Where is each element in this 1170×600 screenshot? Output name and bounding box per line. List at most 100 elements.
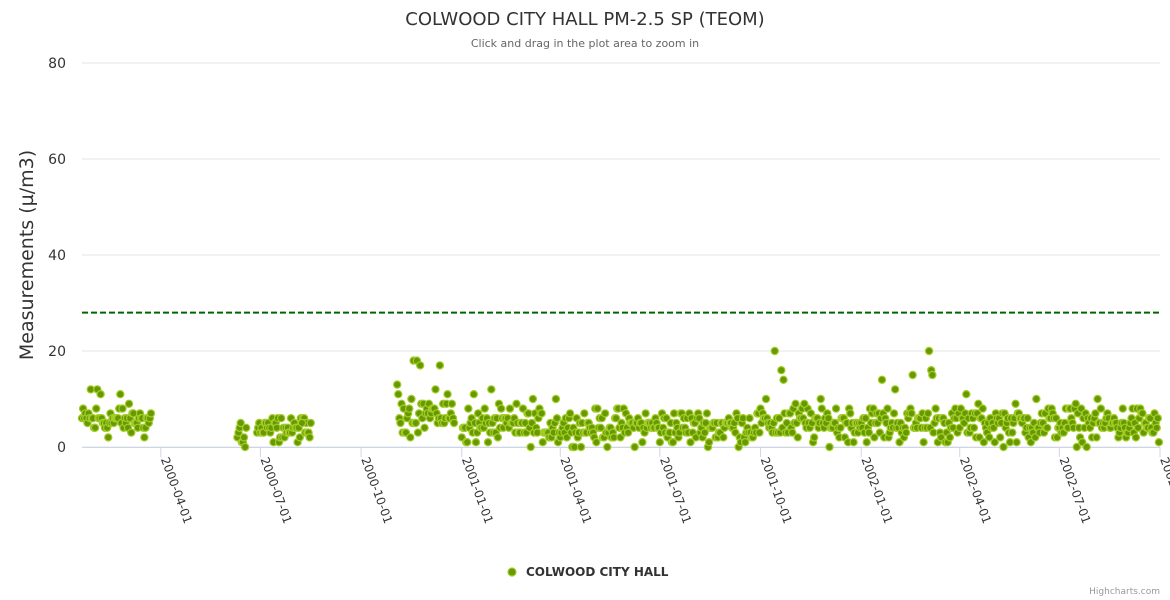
data-point[interactable] xyxy=(1071,399,1080,408)
data-point[interactable] xyxy=(96,390,105,399)
data-point[interactable] xyxy=(394,390,403,399)
data-point[interactable] xyxy=(755,428,764,437)
data-point[interactable] xyxy=(576,442,586,452)
data-point[interactable] xyxy=(836,423,845,432)
data-point[interactable] xyxy=(512,399,521,408)
data-point[interactable] xyxy=(471,438,481,447)
data-point[interactable] xyxy=(741,438,750,447)
data-point[interactable] xyxy=(924,346,934,356)
data-point[interactable] xyxy=(611,414,621,423)
data-point[interactable] xyxy=(928,370,937,380)
series-colwood-city-hall[interactable] xyxy=(77,346,1164,452)
data-point[interactable] xyxy=(1043,423,1052,432)
data-point[interactable] xyxy=(686,438,695,447)
legend-marker-icon[interactable] xyxy=(507,567,517,577)
data-point[interactable] xyxy=(623,428,633,437)
data-point[interactable] xyxy=(809,433,819,442)
data-point[interactable] xyxy=(1092,433,1101,442)
data-point[interactable] xyxy=(104,433,113,442)
data-point[interactable] xyxy=(239,433,249,442)
data-point[interactable] xyxy=(877,375,887,384)
data-point[interactable] xyxy=(791,399,800,408)
data-point[interactable] xyxy=(483,438,493,447)
data-point[interactable] xyxy=(919,438,928,447)
data-point[interactable] xyxy=(788,428,797,437)
data-point[interactable] xyxy=(415,361,425,370)
data-point[interactable] xyxy=(825,442,834,452)
data-point[interactable] xyxy=(241,423,251,432)
data-point[interactable] xyxy=(580,409,589,418)
data-point[interactable] xyxy=(630,442,639,452)
data-point[interactable] xyxy=(1011,399,1020,408)
data-point[interactable] xyxy=(1091,409,1100,418)
data-point[interactable] xyxy=(236,418,245,428)
data-point[interactable] xyxy=(849,438,858,447)
data-point[interactable] xyxy=(761,394,771,404)
data-point[interactable] xyxy=(999,442,1008,452)
data-point[interactable] xyxy=(526,442,535,452)
data-point[interactable] xyxy=(592,438,601,447)
data-point[interactable] xyxy=(719,433,728,442)
data-point[interactable] xyxy=(596,423,605,432)
data-point[interactable] xyxy=(638,438,647,447)
data-point[interactable] xyxy=(641,409,650,418)
data-point[interactable] xyxy=(487,385,496,394)
data-point[interactable] xyxy=(493,433,503,442)
data-point[interactable] xyxy=(443,390,452,399)
data-point[interactable] xyxy=(931,404,940,413)
data-point[interactable] xyxy=(985,433,994,442)
data-point[interactable] xyxy=(824,414,833,423)
data-point[interactable] xyxy=(1023,414,1032,423)
data-point[interactable] xyxy=(700,428,709,437)
data-point[interactable] xyxy=(862,438,871,447)
data-point[interactable] xyxy=(603,442,612,452)
data-point[interactable] xyxy=(496,404,506,413)
data-point[interactable] xyxy=(1138,409,1147,418)
data-point[interactable] xyxy=(816,394,825,404)
data-point[interactable] xyxy=(505,404,515,413)
data-point[interactable] xyxy=(890,385,900,394)
data-point[interactable] xyxy=(464,404,473,413)
data-point[interactable] xyxy=(1093,394,1102,404)
data-point[interactable] xyxy=(668,438,678,447)
data-point[interactable] xyxy=(411,418,420,428)
data-point[interactable] xyxy=(908,370,917,380)
data-point[interactable] xyxy=(861,414,870,423)
data-point[interactable] xyxy=(538,438,547,447)
data-point[interactable] xyxy=(978,404,987,413)
data-point[interactable] xyxy=(405,404,414,413)
data-point[interactable] xyxy=(800,399,809,408)
data-point[interactable] xyxy=(146,409,156,418)
data-point[interactable] xyxy=(945,433,955,442)
data-point[interactable] xyxy=(923,409,933,418)
data-point[interactable] xyxy=(295,433,304,442)
data-point[interactable] xyxy=(297,418,307,428)
data-point[interactable] xyxy=(969,423,979,432)
data-point[interactable] xyxy=(745,414,754,423)
data-point[interactable] xyxy=(1133,423,1143,432)
data-point[interactable] xyxy=(276,414,286,423)
data-point[interactable] xyxy=(116,390,125,399)
data-point[interactable] xyxy=(702,409,712,418)
data-point[interactable] xyxy=(774,414,784,423)
data-point[interactable] xyxy=(413,428,423,437)
data-point[interactable] xyxy=(469,390,479,399)
data-point[interactable] xyxy=(1008,428,1017,437)
data-point[interactable] xyxy=(140,433,149,442)
data-point[interactable] xyxy=(240,442,250,452)
data-point[interactable] xyxy=(1082,442,1091,452)
data-point[interactable] xyxy=(406,433,415,442)
data-point[interactable] xyxy=(565,409,575,418)
credits-link[interactable]: Highcharts.com xyxy=(1089,587,1160,597)
data-point[interactable] xyxy=(1032,394,1041,404)
data-point[interactable] xyxy=(883,404,892,413)
data-point[interactable] xyxy=(704,438,714,447)
data-point[interactable] xyxy=(407,394,416,404)
data-point[interactable] xyxy=(655,438,665,447)
data-point[interactable] xyxy=(779,375,788,384)
data-point[interactable] xyxy=(92,404,101,413)
data-point[interactable] xyxy=(962,390,971,399)
legend[interactable]: COLWOOD CITY HALL xyxy=(507,565,669,579)
data-point[interactable] xyxy=(1131,433,1141,442)
